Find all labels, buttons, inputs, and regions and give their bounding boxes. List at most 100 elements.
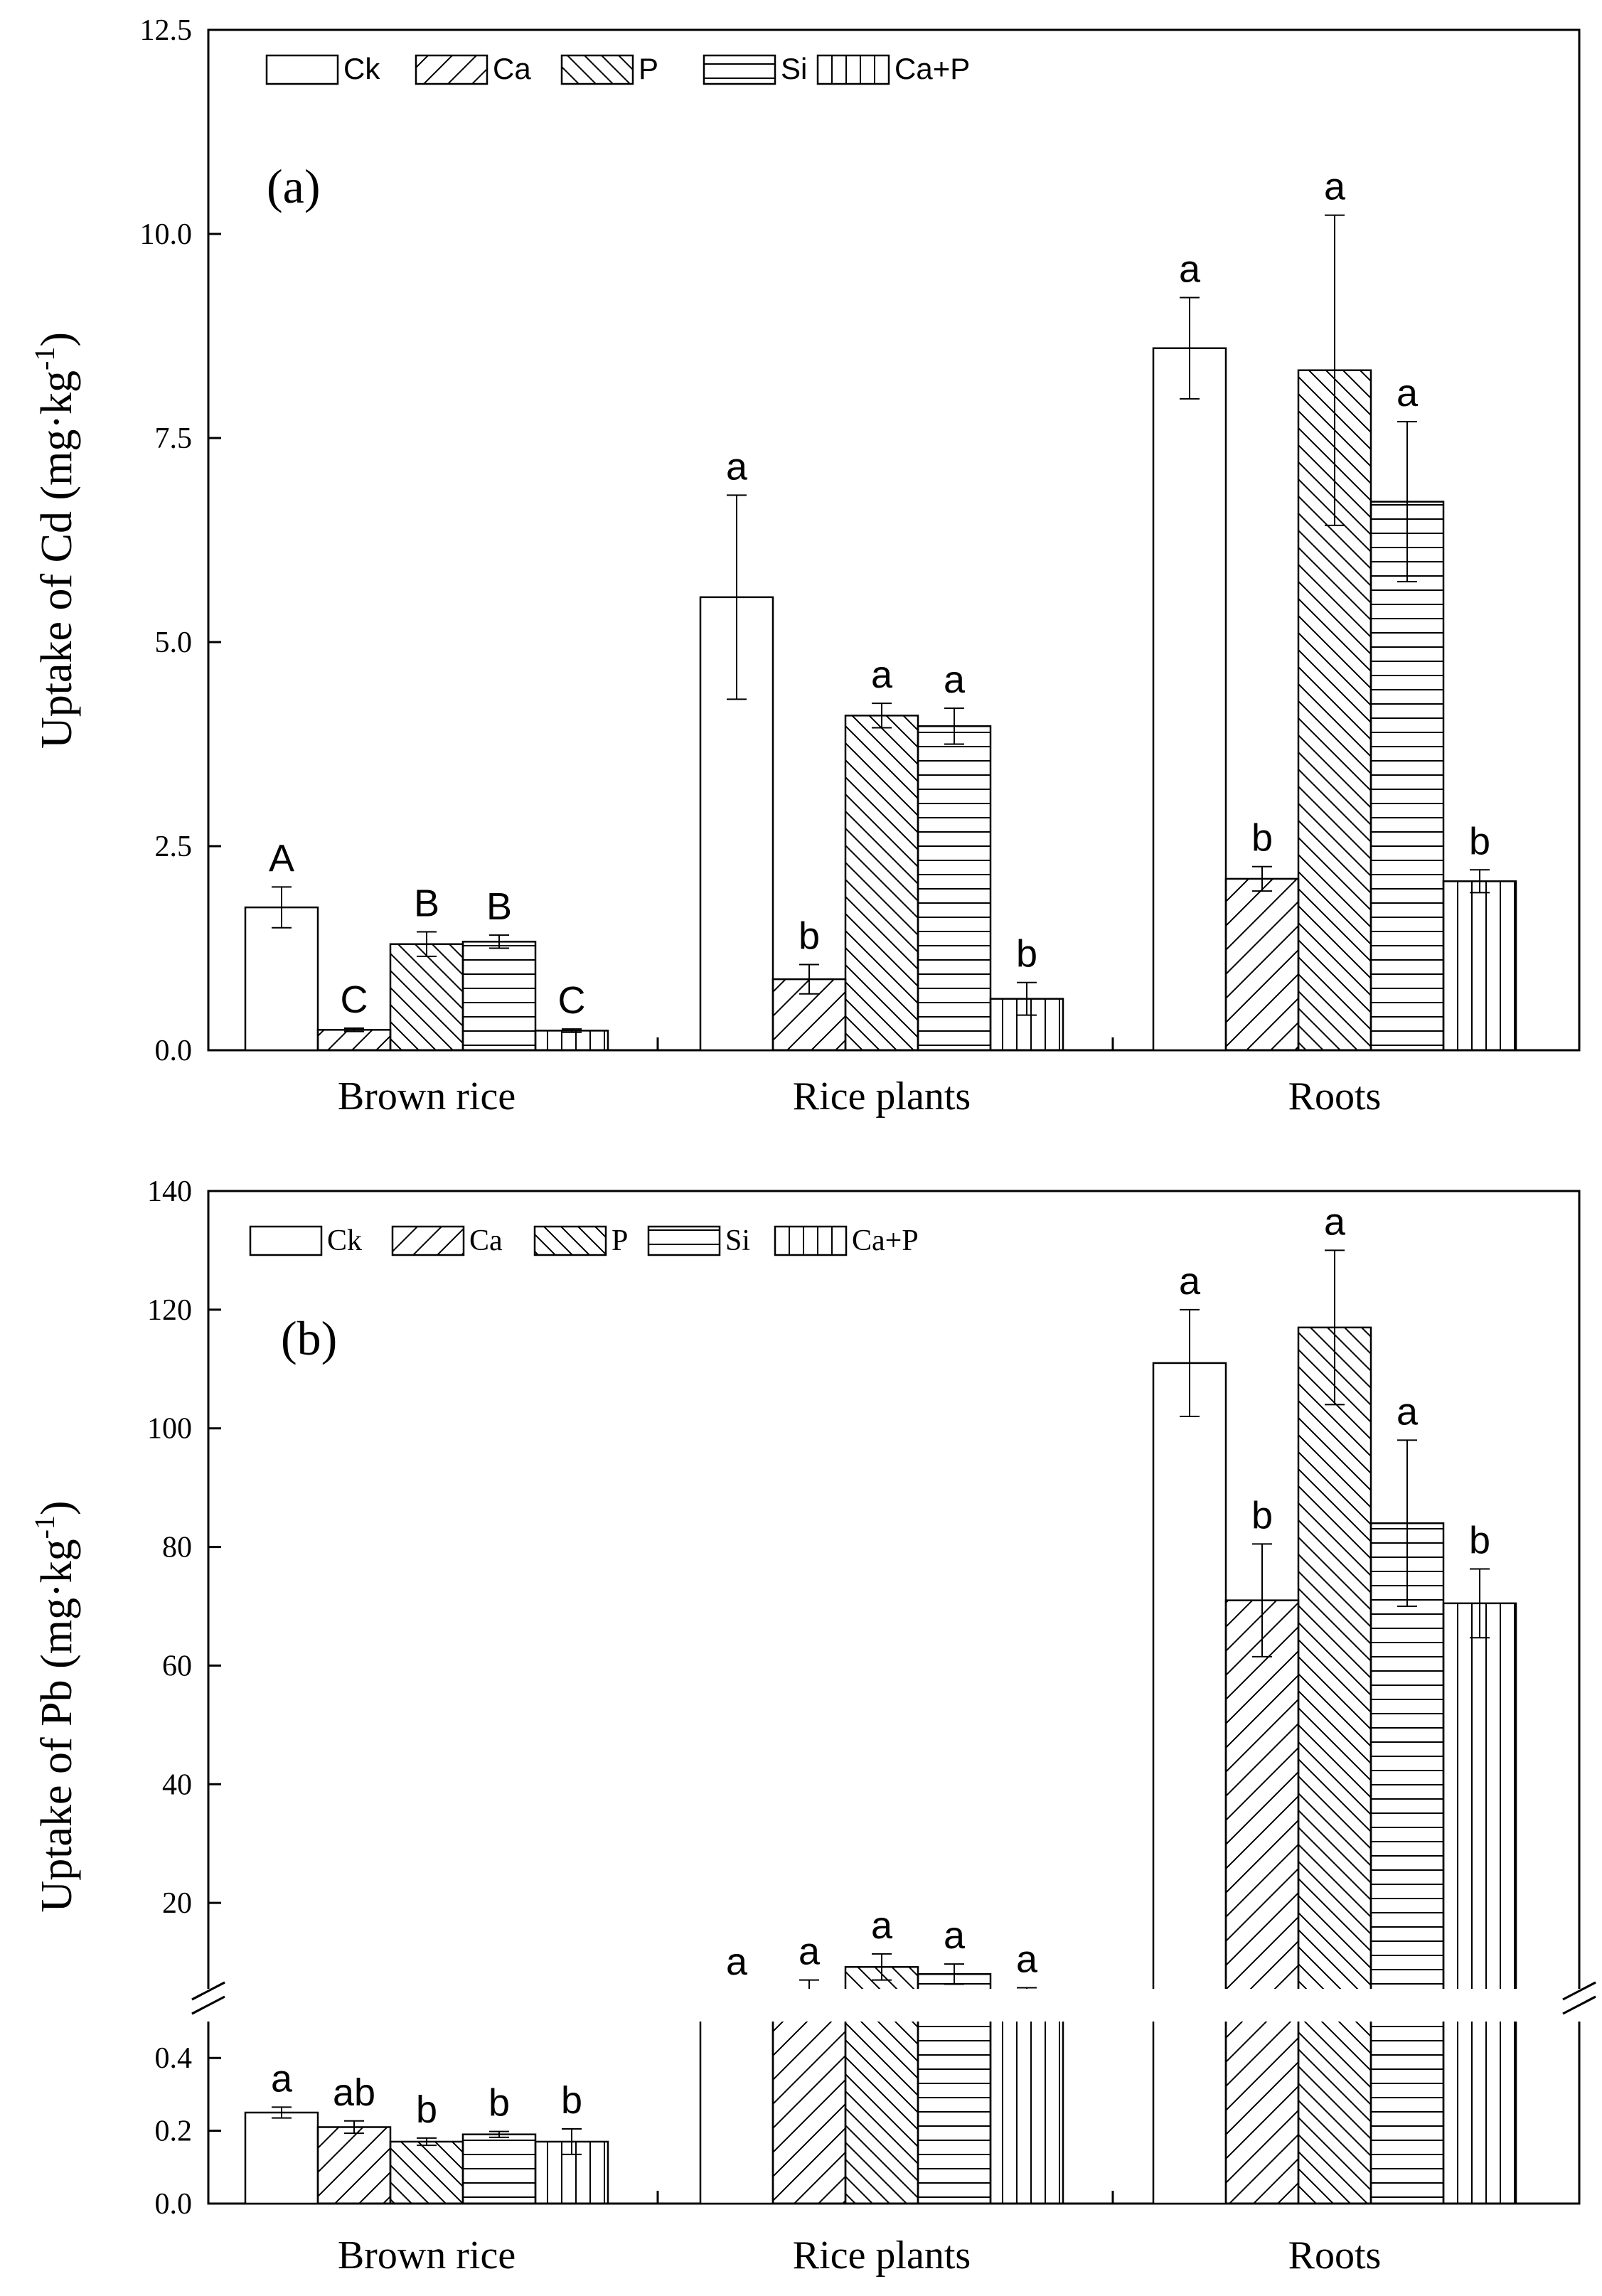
bar-si <box>1369 1522 1445 2205</box>
bar-ca <box>771 1995 847 2205</box>
bar-ck <box>1152 1362 1227 2205</box>
x-category-label: Roots <box>1288 2233 1382 2278</box>
significance-letter: b <box>1469 1519 1490 1561</box>
bars: Aa a Cb b Ba a Ba a Cb b <box>244 166 1517 1052</box>
bar-si <box>917 725 992 1052</box>
significance-letter: A <box>269 837 294 880</box>
legend-label: Ca+P <box>895 52 970 85</box>
bar-p <box>1297 1326 1372 2205</box>
significance-letter: b <box>799 914 820 957</box>
x-category-label: Roots <box>1288 1074 1382 1118</box>
significance-letter: b <box>561 2079 582 2122</box>
significance-letter: a <box>1324 1200 1346 1243</box>
significance-letter: a <box>1179 1260 1201 1303</box>
x-category-label: Brown rice <box>338 1074 516 1118</box>
x-category-label: Brown rice <box>338 2233 516 2278</box>
significance-letter: B <box>486 885 512 928</box>
significance-letter: a <box>1397 372 1419 415</box>
significance-letter: b <box>416 2088 437 2131</box>
bar-p <box>389 943 464 1052</box>
bar-ck <box>1152 347 1227 1052</box>
panel-label: (a) <box>267 159 320 213</box>
legend-label: Ca+P <box>852 1224 919 1257</box>
y-tick-label: 20 <box>162 1887 192 1920</box>
panel-b-pb-uptake: (b) 0.0 0.2 0.4 20 40 60 80 100 120 140 Brown rice… <box>28 1175 1596 2278</box>
significance-letter: a <box>944 658 966 701</box>
bar-ca <box>316 1029 392 1052</box>
bar-ca <box>1224 1599 1300 2205</box>
y-axis-label: Uptake of Pb (mg·kg-1) <box>28 1500 81 1912</box>
bar-ca-p <box>534 1030 609 1052</box>
significance-letter: b <box>1251 1494 1273 1537</box>
y-tick-label: 0.4 <box>155 2042 193 2075</box>
legend-swatch <box>774 1225 848 1256</box>
y-tick-label: 120 <box>147 1294 192 1327</box>
bar-ca <box>316 2126 392 2205</box>
legend-label: Si <box>725 1224 750 1257</box>
y-tick-label: 80 <box>162 1532 192 1564</box>
y-tick-label: 10.0 <box>140 218 193 251</box>
y-axis: 0.0 2.5 5.0 7.5 10.0 12.5 Brown rice Rice plant… <box>140 14 1382 1118</box>
y-tick-label: 60 <box>162 1650 192 1682</box>
bar-ca-p <box>989 2000 1064 2205</box>
axis-break-mark-left <box>191 1981 225 2015</box>
panel-label: (b) <box>281 1311 337 1365</box>
y-tick-label: 0.0 <box>155 1035 193 1067</box>
legend-label: Si <box>781 52 807 85</box>
y-tick-label: 0.0 <box>155 2188 193 2221</box>
bar-ck <box>244 906 319 1052</box>
y-tick-label: 0.2 <box>155 2115 193 2148</box>
legend-swatch <box>703 54 776 85</box>
bar-p <box>389 2140 464 2205</box>
legend-label: Ck <box>343 52 380 85</box>
legend-swatch <box>533 1225 607 1256</box>
panel-a-cd-uptake: (a) 0.0 2.5 5.0 7.5 10.0 12.5 Brown rice Rice p… <box>28 14 1581 1118</box>
legend-swatch <box>816 54 890 85</box>
bar-p <box>844 715 919 1052</box>
significance-letter: a <box>944 1914 966 1957</box>
significance-letter: a <box>799 1931 821 1973</box>
legend-label: P <box>639 52 658 85</box>
legend-swatch <box>647 1225 721 1256</box>
bar-ca-p <box>1442 880 1517 1052</box>
y-tick-label: 40 <box>162 1768 192 1801</box>
legend-label: Ca <box>493 52 531 85</box>
bar-ck <box>244 2111 319 2205</box>
legend-label: P <box>612 1224 628 1257</box>
significance-letter: a <box>871 653 893 696</box>
significance-letter: B <box>414 882 439 925</box>
significance-letter: a <box>726 445 748 488</box>
significance-letter: ab <box>333 2071 375 2114</box>
significance-letter: b <box>1016 933 1037 976</box>
bar-ca-p <box>1442 1602 1517 2205</box>
legend-swatch <box>560 54 634 85</box>
legend: Ck Ca P Si Ca+P <box>265 52 970 85</box>
significance-letter: a <box>1179 248 1201 291</box>
significance-letter: a <box>1324 166 1346 208</box>
significance-letter: C <box>341 978 368 1021</box>
y-tick-label: 12.5 <box>140 14 193 47</box>
legend-swatch <box>265 54 339 85</box>
y-axis: 0.0 0.2 0.4 20 40 60 80 100 120 140 Brown rice Rice… <box>147 1175 1381 2278</box>
legend-label: Ck <box>327 1224 362 1257</box>
significance-letter: a <box>271 2057 293 2100</box>
legend-label: Ca <box>469 1224 503 1257</box>
significance-letter: a <box>1016 1938 1038 1980</box>
y-tick-label: 2.5 <box>155 831 193 863</box>
legend-swatch <box>415 54 488 85</box>
axis-break-mark-right <box>1562 1981 1596 2015</box>
y-tick-label: 7.5 <box>155 422 193 455</box>
bar-ck <box>699 1998 774 2205</box>
y-tick-label: 5.0 <box>155 626 193 659</box>
bar-ca <box>1224 877 1300 1052</box>
axis-break-gap-overlay <box>202 1989 1585 2022</box>
y-tick-label: 140 <box>147 1175 192 1208</box>
significance-letter: b <box>1251 817 1273 860</box>
significance-letter: C <box>558 979 586 1022</box>
significance-letter: a <box>871 1904 893 1947</box>
bar-si <box>461 2133 537 2205</box>
x-category-label: Rice plants <box>793 1074 971 1118</box>
legend-swatch <box>249 1225 323 1256</box>
